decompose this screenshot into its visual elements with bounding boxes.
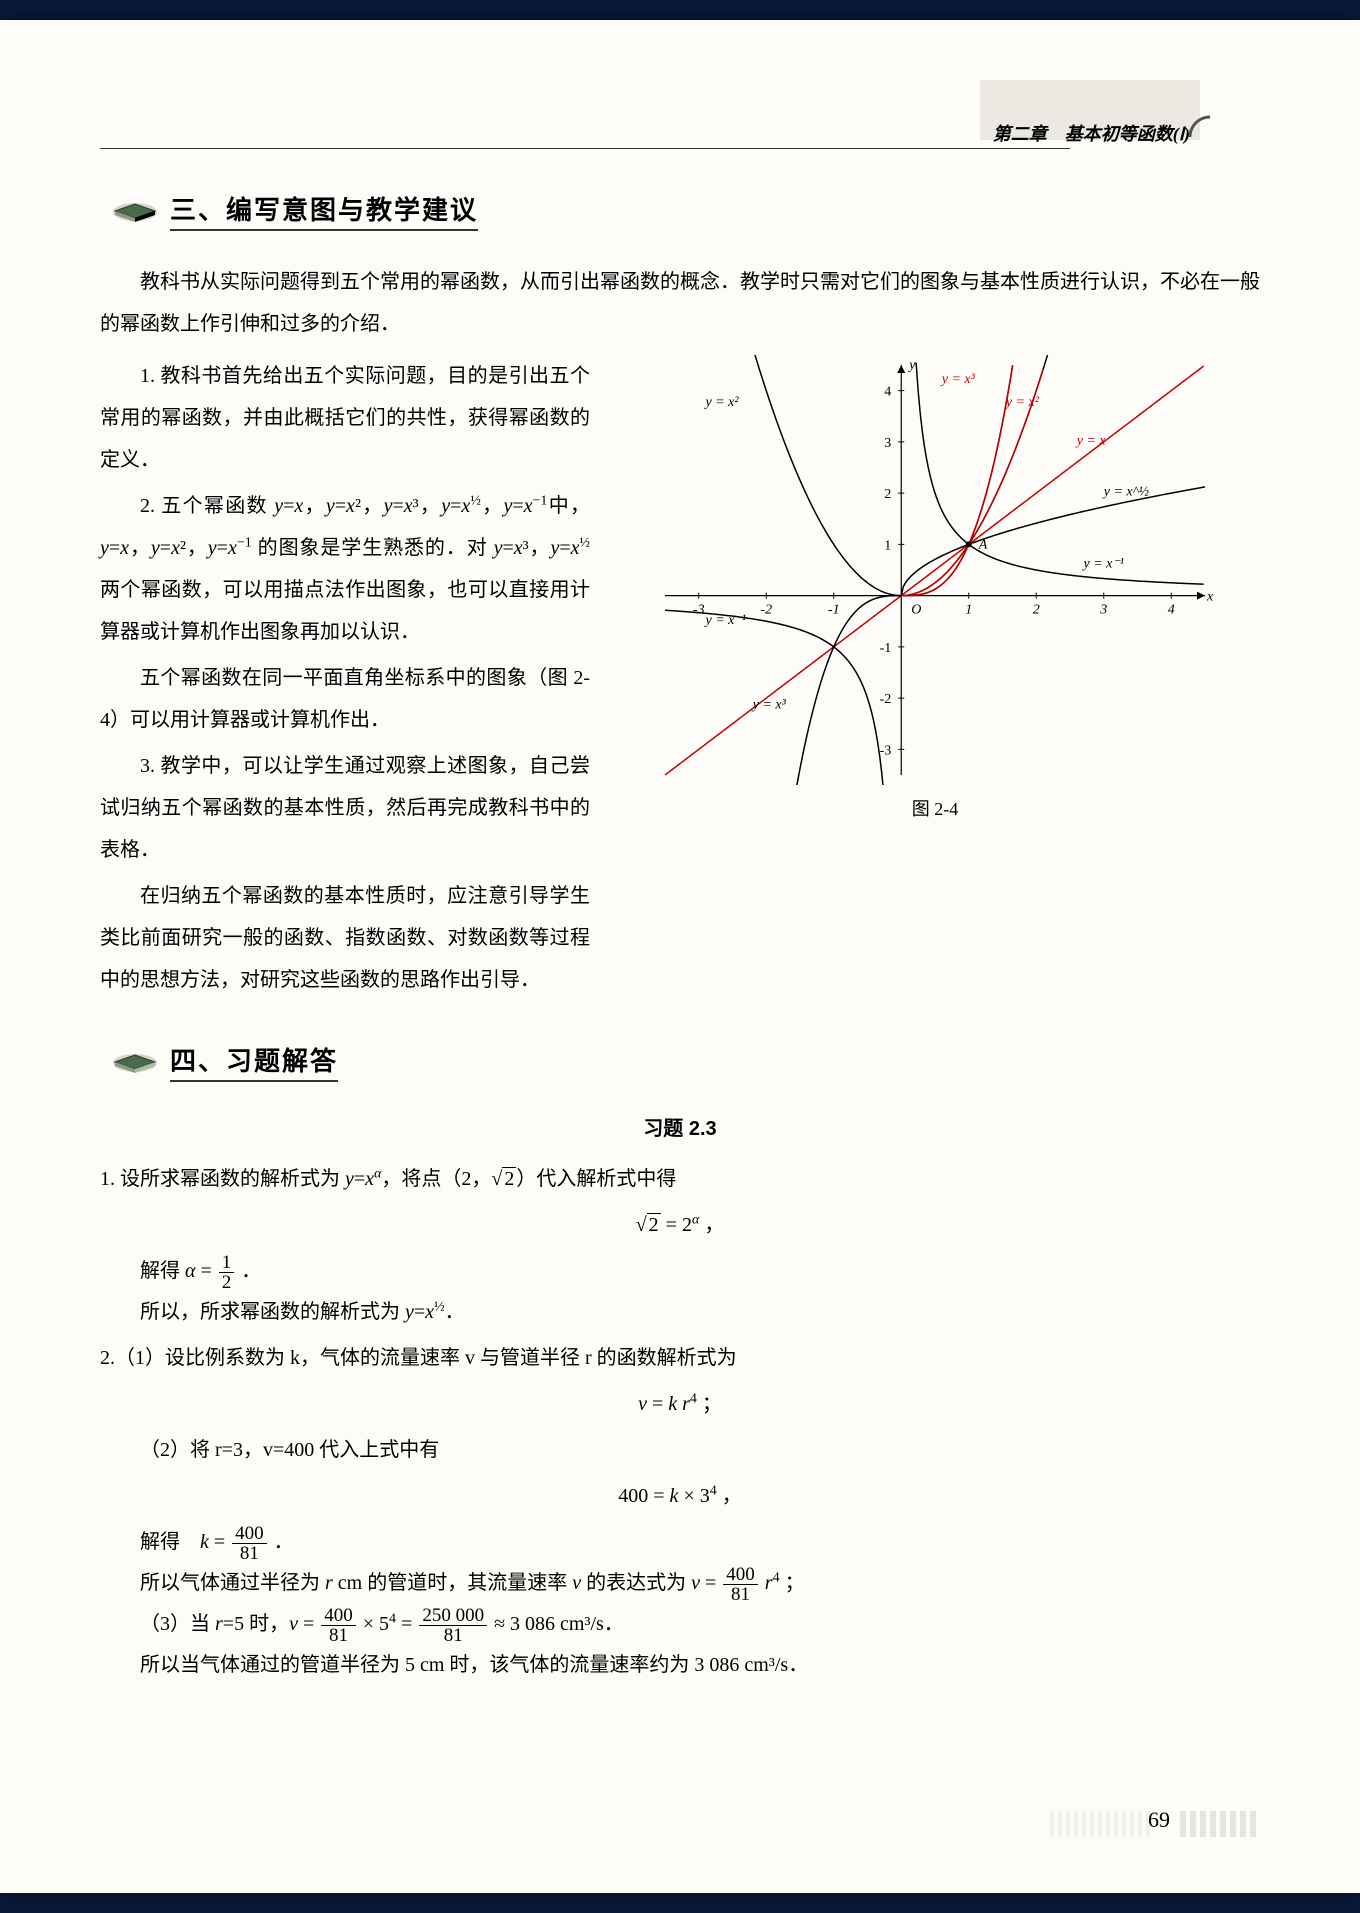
svg-text:y = x: y = x: [1075, 433, 1107, 448]
section3-title: 三、编写意图与教学建议: [170, 190, 478, 231]
page-arc-icon: [1188, 115, 1212, 139]
svg-text:-1: -1: [828, 603, 840, 618]
frac-num: 400: [232, 1524, 267, 1544]
svg-text:y = x²: y = x²: [1004, 395, 1040, 410]
svg-text:-2: -2: [880, 692, 892, 707]
section3-p2b: 五个幂函数在同一平面直角坐标系中的图象（图 2-4）可以用计算器或计算机作出．: [100, 657, 590, 741]
section3-p1: 1. 教科书首先给出五个实际问题，目的是引出五个常用的幂函数，并由此概括它们的共…: [100, 355, 590, 481]
svg-text:A: A: [978, 537, 988, 552]
frac-den: 81: [419, 1626, 487, 1645]
svg-text:4: 4: [884, 385, 891, 400]
section3-body: 教科书从实际问题得到五个常用的幂函数，从而引出幂函数的概念．教学时只需对它们的图…: [100, 261, 1260, 1005]
section3-p2a: 2. 五个幂函数 y=x，y=x²，y=x³，y=x½，y=x−1中，y=x，y…: [100, 485, 590, 653]
frac-den: 81: [321, 1626, 356, 1645]
section4-header: 四、习题解答: [110, 1041, 1260, 1082]
svg-text:y = x³: y = x³: [940, 372, 976, 387]
two-column-layout: 1. 教科书首先给出五个实际问题，目的是引出五个常用的幂函数，并由此概括它们的共…: [100, 355, 1260, 1005]
svg-text:-3: -3: [693, 603, 705, 618]
svg-text:O: O: [911, 603, 921, 618]
q1-line2: 解得 α = 12 ．: [100, 1251, 1260, 1292]
q1-line1: 1. 设所求幂函数的解析式为 y=xα，将点（2，√2）代入解析式中得: [100, 1159, 1260, 1199]
q2-line3: 解得 k = 40081 ．: [100, 1522, 1260, 1563]
q2-eq2: 400 = k × 34 ，: [100, 1476, 1260, 1516]
book-icon: [110, 196, 160, 226]
header-rule: [100, 148, 1070, 149]
svg-text:1: 1: [884, 538, 891, 553]
svg-text:-1: -1: [880, 641, 892, 656]
content: 三、编写意图与教学建议 教科书从实际问题得到五个常用的幂函数，从而引出幂函数的概…: [100, 190, 1260, 1685]
section3-p3a: 3. 教学中，可以让学生通过观察上述图象，自己尝试归纳五个幂函数的基本性质，然后…: [100, 745, 590, 871]
section3-header: 三、编写意图与教学建议: [110, 190, 1260, 231]
figure-2-4: -3 -2 -1 1 2 3 4 -3 -2 -1 1 2 3 4 Ox y Ay = x² y = x³ y = …: [655, 355, 1215, 785]
q1-line3: 所以，所求幂函数的解析式为 y=x½．: [100, 1292, 1260, 1332]
svg-text:y = x^½: y = x^½: [1102, 485, 1150, 500]
problem-2: 2.（1）设比例系数为 k，气体的流量速率 v 与管道半径 r 的函数解析式为 …: [100, 1338, 1260, 1685]
svg-text:y = x²: y = x²: [704, 395, 740, 410]
svg-text:3: 3: [1099, 603, 1107, 618]
frac-num: 400: [723, 1565, 758, 1585]
power-functions-chart: -3 -2 -1 1 2 3 4 -3 -2 -1 1 2 3 4 Ox y Ay = x² y = x³ y = …: [655, 355, 1215, 785]
left-column: 1. 教科书首先给出五个实际问题，目的是引出五个常用的幂函数，并由此概括它们的共…: [100, 355, 590, 1005]
frac-den: 81: [723, 1585, 758, 1604]
page: 第二章 基本初等函数(Ⅰ) 三、编写意图与教学建议 教科书从实际问题得到五个常用…: [0, 20, 1360, 1893]
q2-eq1: v = k r4 ；: [100, 1384, 1260, 1424]
q2-line2: （2）将 r=3，v=400 代入上式中有: [100, 1430, 1260, 1470]
q2-line6: 所以当气体通过的管道半径为 5 cm 时，该气体的流量速率约为 3 086 cm…: [100, 1645, 1260, 1685]
frac-num: 400: [321, 1606, 356, 1626]
svg-text:y = x⁻¹: y = x⁻¹: [1082, 556, 1124, 571]
book-icon: [110, 1047, 160, 1077]
frac-num: 250 000: [419, 1606, 487, 1626]
svg-text:-2: -2: [760, 603, 772, 618]
svg-text:-3: -3: [880, 743, 892, 758]
frac-num: 1: [219, 1253, 235, 1273]
chapter-label: 第二章 基本初等函数(Ⅰ): [993, 120, 1190, 146]
page-decor: [1050, 1811, 1150, 1837]
svg-text:2: 2: [884, 487, 891, 502]
frac-den: 81: [232, 1544, 267, 1563]
q2-line4: 所以气体通过半径为 r cm 的管道时，其流量速率 v 的表达式为 v = 40…: [100, 1563, 1260, 1604]
problem-1: 1. 设所求幂函数的解析式为 y=xα，将点（2，√2）代入解析式中得 √2 =…: [100, 1159, 1260, 1332]
right-column: -3 -2 -1 1 2 3 4 -3 -2 -1 1 2 3 4 Ox y Ay = x² y = x³ y = …: [610, 355, 1260, 1005]
exercise-heading: 习题 2.3: [100, 1112, 1260, 1141]
svg-text:y: y: [907, 358, 916, 373]
q1-eq1: √2 = 2α ，: [100, 1205, 1260, 1245]
frac-den: 2: [219, 1273, 235, 1292]
page-number: 69: [1148, 1807, 1170, 1833]
section4-title: 四、习题解答: [170, 1041, 338, 1082]
svg-text:1: 1: [965, 603, 972, 618]
q2-line1: 2.（1）设比例系数为 k，气体的流量速率 v 与管道半径 r 的函数解析式为: [100, 1338, 1260, 1378]
svg-text:x: x: [1206, 590, 1214, 605]
svg-text:3: 3: [884, 436, 891, 451]
svg-text:4: 4: [1168, 603, 1175, 618]
figure-caption: 图 2-4: [912, 791, 959, 829]
svg-text:2: 2: [1033, 603, 1040, 618]
q2-line5: （3）当 r=5 时，v = 40081 × 54 = 250 00081 ≈ …: [100, 1604, 1260, 1645]
svg-text:y = x³: y = x³: [751, 697, 787, 712]
section3-intro: 教科书从实际问题得到五个常用的幂函数，从而引出幂函数的概念．教学时只需对它们的图…: [100, 261, 1260, 345]
svg-text:y = x⁻¹: y = x⁻¹: [704, 613, 746, 628]
section3-p3b: 在归纳五个幂函数的基本性质时，应注意引导学生类比前面研究一般的函数、指数函数、对…: [100, 875, 590, 1001]
page-decor: [1180, 1811, 1260, 1837]
